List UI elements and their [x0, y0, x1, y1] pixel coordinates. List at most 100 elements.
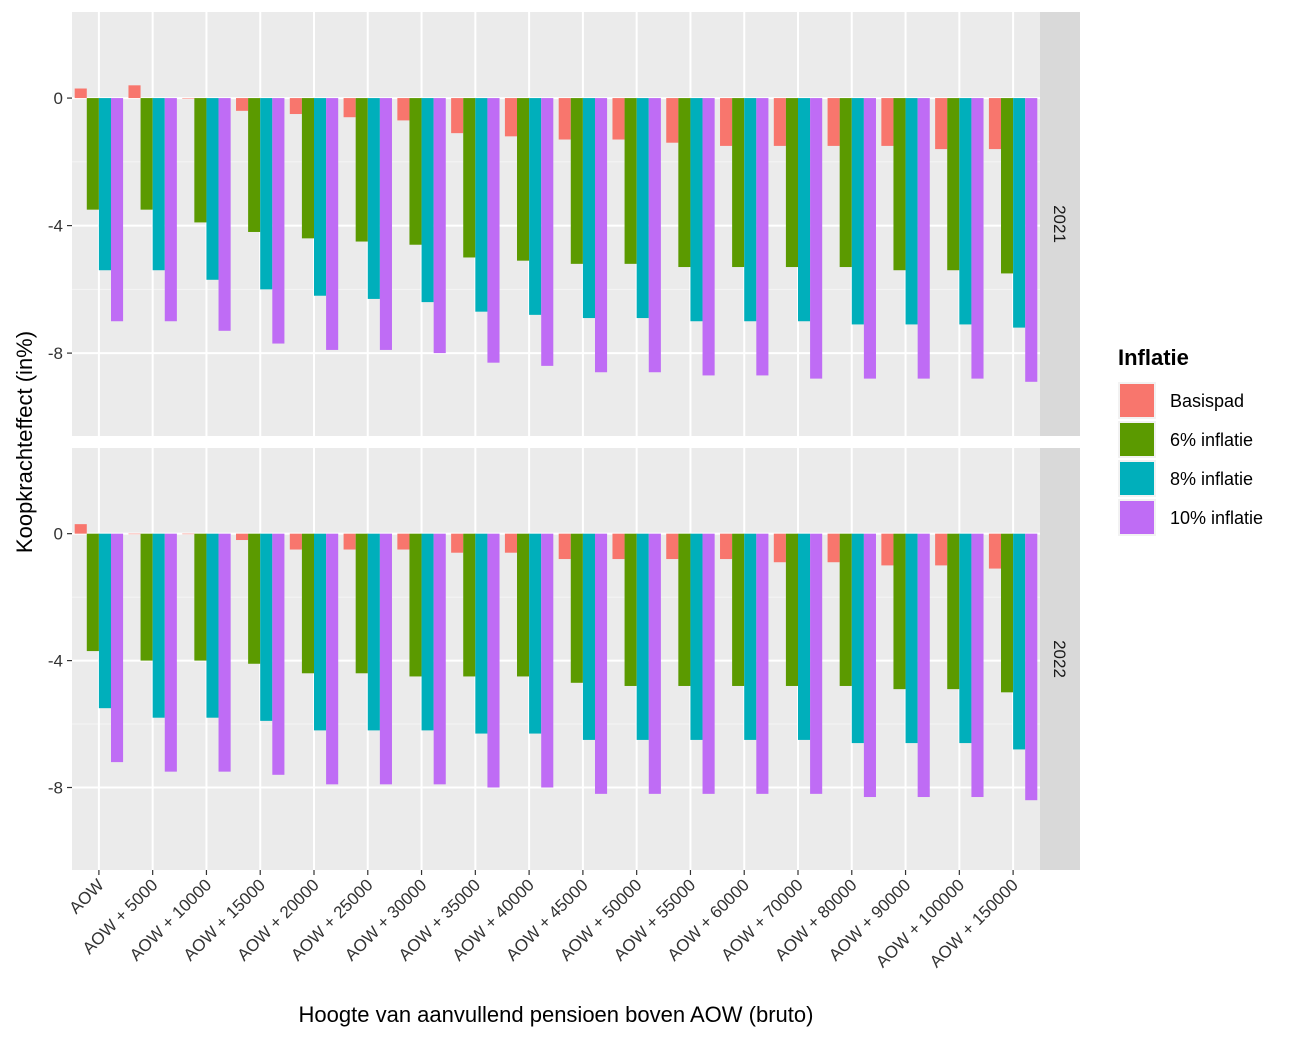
bar-2022-0-11: [666, 533, 679, 560]
bar-2021-3-0: [110, 98, 124, 322]
bar-2021-1-9: [570, 98, 583, 264]
bar-2022-3-17: [1025, 533, 1038, 801]
bar-2021-2-6: [421, 98, 434, 303]
bar-2021-0-13: [773, 98, 786, 146]
bar-2022-3-0: [110, 533, 124, 763]
bar-2021-1-14: [839, 98, 852, 268]
bar-2022-1-4: [301, 533, 314, 674]
bar-2021-1-16: [947, 98, 960, 271]
bar-2022-1-10: [624, 533, 637, 686]
bar-2022-0-7: [451, 533, 464, 553]
bar-2022-0-14: [827, 533, 840, 563]
bar-2022-0-4: [289, 533, 302, 550]
bar-2022-3-14: [863, 533, 876, 798]
bar-2022-3-7: [487, 533, 500, 788]
bar-2022-3-10: [648, 533, 661, 794]
bar-2022-0-13: [773, 533, 786, 563]
bar-2021-2-11: [690, 98, 703, 322]
bar-2022-3-4: [326, 533, 339, 785]
bar-2021-0-6: [397, 98, 410, 121]
bar-2021-2-13: [798, 98, 811, 322]
legend-label: 8% inflatie: [1170, 469, 1253, 489]
bar-2021-3-14: [863, 98, 876, 379]
bar-2022-0-15: [881, 533, 894, 566]
bar-2022-2-7: [475, 533, 488, 734]
bar-2022-1-0: [86, 533, 99, 652]
bar-2022-2-9: [582, 533, 595, 740]
bar-2022-1-16: [947, 533, 960, 690]
bar-2022-2-1: [152, 533, 165, 718]
bar-2021-3-2: [218, 98, 231, 331]
bar-2021-0-15: [881, 98, 894, 146]
bar-2022-3-11: [702, 533, 715, 794]
bar-2022-1-12: [732, 533, 745, 686]
bar-2022-2-12: [744, 533, 757, 740]
bar-2021-1-1: [140, 98, 153, 210]
bar-2021-1-7: [463, 98, 476, 258]
bar-2021-0-8: [504, 98, 518, 137]
bar-2022-0-0: [74, 524, 87, 534]
bar-2022-1-15: [893, 533, 906, 690]
panel-background: [72, 12, 1040, 436]
bar-2022-3-13: [810, 533, 823, 794]
facet-label: 2021: [1050, 205, 1069, 243]
bar-2022-2-16: [959, 533, 972, 744]
bar-2021-3-15: [917, 98, 930, 379]
bar-2021-3-6: [433, 98, 446, 354]
facet-strip: [1040, 448, 1080, 870]
bar-2021-0-0: [74, 88, 87, 99]
bar-2021-3-16: [971, 98, 984, 379]
bar-2021-2-3: [260, 98, 273, 290]
bar-2022-2-14: [851, 533, 864, 744]
bar-2022-3-2: [218, 533, 231, 772]
bar-2021-3-1: [164, 98, 177, 322]
bar-2021-3-13: [810, 98, 823, 379]
bar-2022-2-2: [206, 533, 219, 718]
bar-2021-1-5: [355, 98, 368, 242]
bar-2021-1-15: [893, 98, 906, 271]
bar-2022-0-17: [988, 533, 1002, 569]
bar-2021-3-7: [487, 98, 500, 363]
y-tick-label: 0: [54, 89, 63, 108]
chart-panels: 0 -4 -8 2021 0 -4 -8 2022: [48, 12, 1080, 870]
bar-2022-2-17: [1013, 533, 1026, 750]
bar-2021-0-12: [720, 98, 733, 146]
bar-2021-0-1: [128, 85, 141, 99]
bar-2022-1-17: [1001, 533, 1014, 693]
bar-2021-2-15: [905, 98, 918, 325]
bar-2021-3-4: [326, 98, 339, 350]
y-tick-label: 0: [54, 525, 63, 544]
bar-2021-3-10: [648, 98, 661, 373]
y-tick-label: -4: [48, 652, 63, 671]
bar-2022-1-3: [248, 533, 261, 664]
bar-2021-0-16: [935, 98, 948, 150]
bar-2021-2-12: [744, 98, 757, 322]
bar-2022-3-8: [541, 533, 554, 788]
bar-2022-1-9: [570, 533, 583, 683]
bar-2022-3-5: [379, 533, 392, 785]
bar-2022-3-16: [971, 533, 984, 798]
bar-2022-1-14: [839, 533, 852, 686]
bar-2022-3-12: [756, 533, 769, 794]
bar-2021-1-6: [409, 98, 422, 245]
bar-2022-2-11: [690, 533, 703, 740]
bar-2022-3-9: [594, 533, 608, 794]
bar-2021-3-3: [272, 98, 285, 344]
panel-background: [72, 448, 1040, 870]
bar-2022-3-1: [164, 533, 177, 772]
bar-2022-0-12: [720, 533, 733, 560]
legend-swatch: [1120, 384, 1154, 417]
bar-2021-2-10: [636, 98, 649, 319]
bar-2021-2-4: [314, 98, 327, 296]
bar-2022-0-10: [612, 533, 625, 560]
bar-2021-0-2: [182, 98, 195, 99]
bar-2021-2-5: [367, 98, 380, 299]
bar-2022-1-6: [409, 533, 422, 677]
y-tick-label: -8: [48, 779, 63, 798]
bar-2021-2-7: [475, 98, 488, 312]
bar-2021-3-8: [541, 98, 554, 366]
bar-2022-0-2: [182, 533, 195, 535]
bar-2022-0-9: [558, 533, 571, 560]
